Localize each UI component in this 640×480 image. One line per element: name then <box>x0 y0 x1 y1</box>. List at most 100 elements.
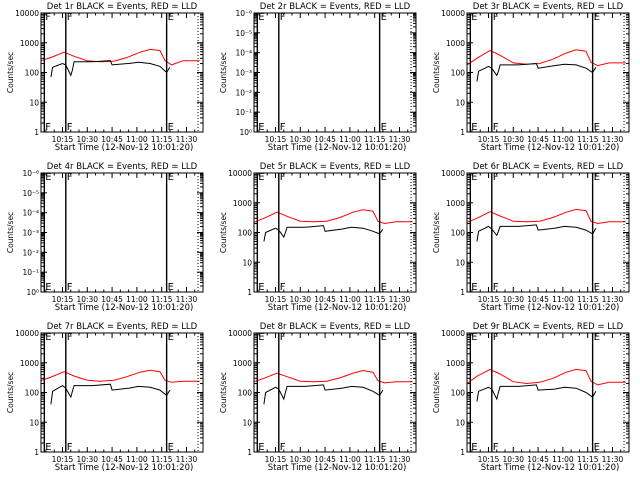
y-tick-label: 1000 <box>20 39 39 48</box>
plot-frame <box>40 172 204 293</box>
plot-frame <box>466 12 630 133</box>
marker-label: F <box>280 282 286 293</box>
panel-title: Det 2r BLACK = Events, RED = LLD <box>260 2 411 12</box>
marker-label: E <box>594 172 600 183</box>
x-tick-label: 10:15 <box>52 135 74 144</box>
marker-label: E <box>381 332 387 343</box>
series-line-red <box>40 369 200 383</box>
series-line-black <box>476 62 597 82</box>
series-line-red <box>253 209 413 225</box>
marker-label: E <box>381 122 387 133</box>
panel-title: Det 9r BLACK = Events, RED = LLD <box>473 322 624 332</box>
marker-label: F <box>67 282 73 293</box>
x-tick-label: 10:45 <box>527 295 549 304</box>
x-tick-label: 10:30 <box>289 295 311 304</box>
x-axis-label: Start Time (12-Nov-12 10:01:20) <box>268 143 407 153</box>
marker-label: E <box>45 442 51 453</box>
y-tick-label: 1 <box>460 288 465 297</box>
x-tick-label: 11:00 <box>339 295 361 304</box>
y-tick-label: 10⁻⁶ <box>235 9 252 18</box>
x-tick-label: 11:15 <box>364 135 386 144</box>
y-tick-label: 100 <box>25 389 40 398</box>
x-axis-label: Start Time (12-Nov-12 10:01:20) <box>481 303 620 313</box>
x-tick-label: 11:00 <box>126 295 148 304</box>
x-tick-label: 10:30 <box>289 135 311 144</box>
marker-label: E <box>168 282 174 293</box>
panel-1: Det 1r BLACK = Events, RED = LLD Counts/s… <box>6 2 204 153</box>
x-tick-label: 10:45 <box>314 135 336 144</box>
marker-label: F <box>280 172 286 183</box>
panel-title: Det 1r BLACK = Events, RED = LLD <box>47 2 198 12</box>
marker-label: E <box>168 12 174 23</box>
x-tick-label: 10:15 <box>478 295 500 304</box>
y-tick-label: 10000 <box>228 169 252 178</box>
y-axis-label: Counts/sec <box>219 52 228 93</box>
marker-label: F <box>67 442 73 453</box>
series-line-black <box>263 384 384 405</box>
x-tick-label: 10:15 <box>52 455 74 464</box>
marker-label: E <box>258 332 264 343</box>
marker-label: E <box>594 122 600 133</box>
marker-label: E <box>168 442 174 453</box>
marker-label: E <box>258 172 264 183</box>
y-tick-label: 10⁻³ <box>235 69 252 78</box>
marker-label: F <box>280 442 286 453</box>
x-tick-label: 11:00 <box>552 455 574 464</box>
panel-9: Det 9r BLACK = Events, RED = LLD Counts/s… <box>432 322 630 473</box>
panel-title: Det 5r BLACK = Events, RED = LLD <box>260 162 411 172</box>
series-line-red <box>466 49 626 67</box>
y-tick-label: 1 <box>34 128 39 137</box>
marker-label: E <box>45 282 51 293</box>
x-tick-label: 10:45 <box>527 135 549 144</box>
y-axis-label: Counts/sec <box>432 52 441 93</box>
x-axis-label: Start Time (12-Nov-12 10:01:20) <box>268 303 407 313</box>
marker-label: E <box>471 442 477 453</box>
y-tick-label: 10⁻⁵ <box>22 189 39 198</box>
x-tick-label: 10:45 <box>314 455 336 464</box>
marker-label: E <box>45 332 51 343</box>
plot-frame <box>40 12 204 133</box>
y-tick-label: 100 <box>25 69 40 78</box>
marker-label: E <box>258 122 264 133</box>
panel-6: Det 6r BLACK = Events, RED = LLD Counts/s… <box>432 162 630 313</box>
x-tick-label: 11:00 <box>126 135 148 144</box>
marker-label: F <box>45 12 51 23</box>
marker-label: F <box>493 172 499 183</box>
y-tick-label: 10 <box>29 418 39 427</box>
marker-label: F <box>45 122 51 133</box>
y-tick-label: 10 <box>455 418 465 427</box>
x-axis-label: Start Time (12-Nov-12 10:01:20) <box>55 303 194 313</box>
marker-label: E <box>45 172 51 183</box>
x-tick-label: 11:30 <box>602 135 624 144</box>
y-tick-label: 100 <box>451 389 466 398</box>
y-tick-label: 1000 <box>446 199 465 208</box>
plot-frame <box>253 12 417 133</box>
y-tick-label: 10⁻² <box>235 88 252 97</box>
y-tick-label: 10 <box>242 258 252 267</box>
y-tick-label: 10⁻¹ <box>22 268 39 277</box>
x-tick-label: 11:15 <box>364 455 386 464</box>
x-tick-label: 10:30 <box>502 455 524 464</box>
series-line-red <box>466 208 626 225</box>
x-tick-label: 11:30 <box>389 455 411 464</box>
marker-label: E <box>471 282 477 293</box>
x-tick-label: 11:15 <box>577 455 599 464</box>
y-tick-label: 10000 <box>15 329 39 338</box>
panel-7: Det 7r BLACK = Events, RED = LLD Counts/s… <box>6 322 204 473</box>
x-axis-label: Start Time (12-Nov-12 10:01:20) <box>481 143 620 153</box>
x-tick-label: 11:30 <box>176 295 198 304</box>
x-tick-label: 10:15 <box>52 295 74 304</box>
marker-label: F <box>67 172 73 183</box>
y-tick-label: 1 <box>247 288 252 297</box>
x-tick-label: 11:30 <box>389 135 411 144</box>
y-axis-label: Counts/sec <box>432 212 441 253</box>
series-line-black <box>50 383 171 405</box>
x-tick-label: 10:30 <box>76 295 98 304</box>
marker-label: E <box>381 12 387 23</box>
x-tick-label: 11:30 <box>602 295 624 304</box>
y-tick-label: 10 <box>455 98 465 107</box>
marker-label: F <box>493 332 499 343</box>
series-line-black <box>50 60 171 78</box>
x-tick-label: 10:15 <box>478 135 500 144</box>
